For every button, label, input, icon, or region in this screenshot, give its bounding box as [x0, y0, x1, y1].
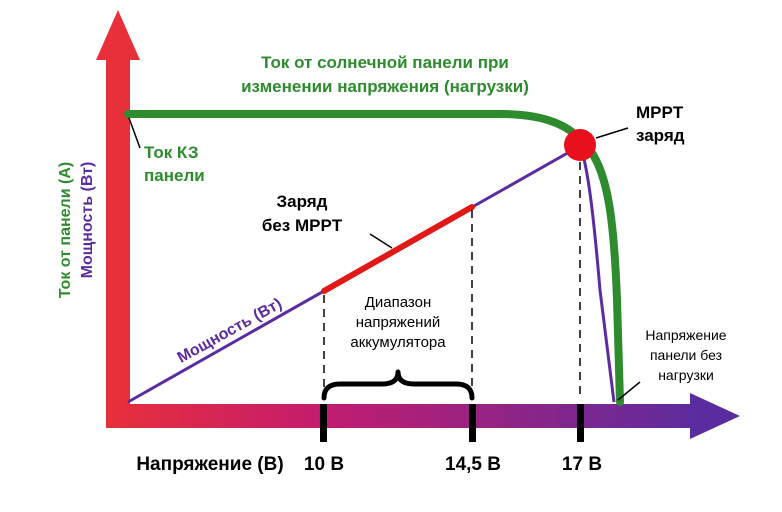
tick-label-17v: 17 В [562, 454, 602, 475]
tick-14-5v [469, 404, 476, 442]
mppt-pointer [595, 127, 629, 139]
battery-range-label-line1: Диапазон [365, 294, 432, 311]
current-curve-label-line2: изменении напряжения (нагрузки) [241, 77, 529, 96]
x-axis-label: Напряжение (В) [136, 454, 283, 475]
no-mppt-label-line1: Заряд [277, 192, 328, 211]
open-circuit-label-line1: Напряжение [645, 327, 726, 343]
power-curve-label: Мощность (Вт) [175, 295, 285, 366]
no-mppt-label-line2: без MPPT [262, 216, 343, 235]
short-circuit-label-line2: панели [144, 166, 205, 185]
open-circuit-pointer [617, 381, 641, 401]
y-axis-arrowhead [96, 10, 140, 60]
current-curve-label-line1: Ток от солнечной панели при [261, 53, 509, 72]
no-mppt-segment [321, 204, 475, 294]
battery-range-brace [321, 369, 475, 401]
y-axis-label-power: Мощность (Вт) [79, 162, 96, 279]
tick-17v [577, 404, 584, 442]
x-axis-shaft [106, 404, 706, 428]
tick-10v [320, 404, 327, 442]
open-circuit-label-line3: нагрузки [658, 367, 714, 383]
battery-range-label-line3: аккумулятора [350, 334, 446, 351]
battery-range-label-line2: напряжений [356, 314, 440, 331]
tick-label-10v: 10 В [304, 454, 344, 475]
tick-label-14-5v: 14,5 В [445, 454, 501, 475]
x-axis-arrowhead [690, 393, 740, 439]
y-axis-label-current: Ток от панели (А) [57, 162, 74, 298]
short-circuit-label-line1: Ток КЗ [144, 143, 199, 162]
mppt-point [564, 129, 596, 161]
short-circuit-pointer [128, 117, 141, 149]
no-mppt-pointer [369, 233, 393, 249]
mppt-label-line1: MPPT [636, 103, 684, 122]
mppt-label-line2: заряд [636, 126, 685, 145]
open-circuit-label-line2: панели без [650, 347, 722, 363]
y-axis-shaft [106, 52, 130, 422]
